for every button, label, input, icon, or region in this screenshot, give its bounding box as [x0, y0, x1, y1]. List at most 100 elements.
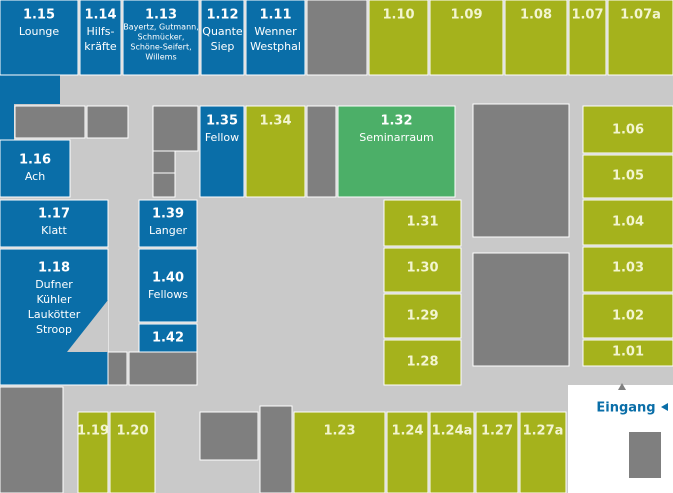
- room: [582, 154, 673, 199]
- room-label: Langer: [149, 224, 188, 237]
- entrance-arrow: [661, 403, 668, 411]
- room-number: 1.29: [406, 309, 438, 324]
- room: [383, 339, 462, 386]
- room-number: 1.01: [612, 345, 644, 360]
- room: [138, 323, 198, 353]
- room-label: Ach: [25, 170, 45, 183]
- room: [200, 0, 245, 76]
- room-number: 1.32: [380, 114, 412, 129]
- room: [122, 0, 200, 76]
- room-label: Willems: [145, 53, 176, 62]
- room: [245, 0, 306, 76]
- elevator: [629, 432, 661, 478]
- room-label: kräfte: [84, 40, 117, 53]
- room: [582, 246, 673, 293]
- entrance-label: Eingang: [596, 401, 655, 416]
- room: [568, 0, 607, 76]
- room-number: 1.42: [152, 331, 184, 346]
- room-label: Stroop: [36, 323, 72, 336]
- room-number: 1.19: [77, 424, 109, 439]
- room-label: Hilfs-: [87, 25, 115, 38]
- room-fill: [0, 75, 60, 104]
- room: [245, 105, 306, 198]
- room-number: 1.27: [481, 424, 513, 439]
- room: [138, 248, 198, 323]
- room-number: 1.24a: [432, 424, 473, 439]
- room-label: Kühler: [37, 293, 72, 306]
- room: [199, 105, 245, 198]
- room-label: Westphal: [250, 40, 301, 53]
- entrance-arrow: [618, 383, 626, 390]
- room: [109, 411, 156, 493]
- room: [386, 411, 429, 493]
- room: [504, 0, 568, 76]
- room-number: 1.05: [612, 169, 644, 184]
- room: [475, 411, 519, 493]
- room-label: Fellows: [148, 288, 188, 301]
- room: [582, 105, 673, 154]
- room-label: Klatt: [41, 224, 67, 237]
- room-number: 1.13: [145, 8, 177, 23]
- room-label: Wenner: [254, 25, 297, 38]
- room-number: 1.34: [259, 114, 291, 129]
- room: [337, 105, 456, 198]
- room-number: 1.35: [206, 114, 238, 129]
- room-number: 1.28: [406, 355, 438, 370]
- room-number: 1.40: [152, 271, 184, 286]
- room-number: 1.39: [152, 207, 184, 222]
- room-number: 1.24: [391, 424, 423, 439]
- room-number: 1.23: [323, 424, 355, 439]
- room-number: 1.11: [259, 8, 291, 23]
- room-label: Fellow: [205, 131, 239, 144]
- room: [383, 199, 462, 247]
- room-number: 1.31: [406, 215, 438, 230]
- room: [293, 411, 386, 493]
- room-number: 1.08: [520, 8, 552, 23]
- room-number: 1.03: [612, 261, 644, 276]
- room-label: Lounge: [19, 25, 60, 38]
- room-label: Siep: [211, 40, 235, 53]
- room: [429, 0, 504, 76]
- room-number: 1.27a: [523, 424, 564, 439]
- room-label: Quante: [202, 25, 243, 38]
- room-number: 1.30: [406, 261, 438, 276]
- room: [77, 411, 109, 493]
- room-number: 1.15: [23, 8, 55, 23]
- room: [582, 199, 673, 246]
- room-number: 1.07: [571, 8, 603, 23]
- room-number: 1.10: [382, 8, 414, 23]
- room: [138, 199, 198, 248]
- room: [582, 339, 673, 367]
- room-number: 1.02: [612, 309, 644, 324]
- room-label: Bayertz, Gutmann,: [123, 23, 199, 32]
- room: [582, 293, 673, 339]
- room-number: 1.16: [19, 153, 51, 168]
- room-number: 1.04: [612, 215, 644, 230]
- room-label: Schöne-Seifert,: [130, 43, 191, 52]
- room: [0, 248, 109, 386]
- room-number: 1.07a: [620, 8, 661, 23]
- room-number: 1.12: [206, 8, 238, 23]
- room: [429, 411, 475, 493]
- room-label: Dufner: [35, 278, 73, 291]
- room-number: 1.20: [116, 424, 148, 439]
- room: [79, 0, 122, 76]
- room-number: 1.06: [612, 123, 644, 138]
- room: [383, 293, 462, 339]
- room-label: Seminarraum: [359, 131, 434, 144]
- room: [607, 0, 673, 76]
- room-number: 1.14: [84, 8, 116, 23]
- room: [0, 199, 109, 248]
- room-number: 1.17: [38, 207, 70, 222]
- room: [519, 411, 567, 493]
- room-label: Laukötter: [28, 308, 81, 321]
- room-number: 1.18: [38, 261, 70, 276]
- room: [368, 0, 429, 76]
- room: [0, 0, 79, 76]
- room-number: 1.09: [450, 8, 482, 23]
- room: [0, 139, 71, 198]
- wall: [67, 300, 108, 352]
- room-label: Schmücker,: [138, 33, 185, 42]
